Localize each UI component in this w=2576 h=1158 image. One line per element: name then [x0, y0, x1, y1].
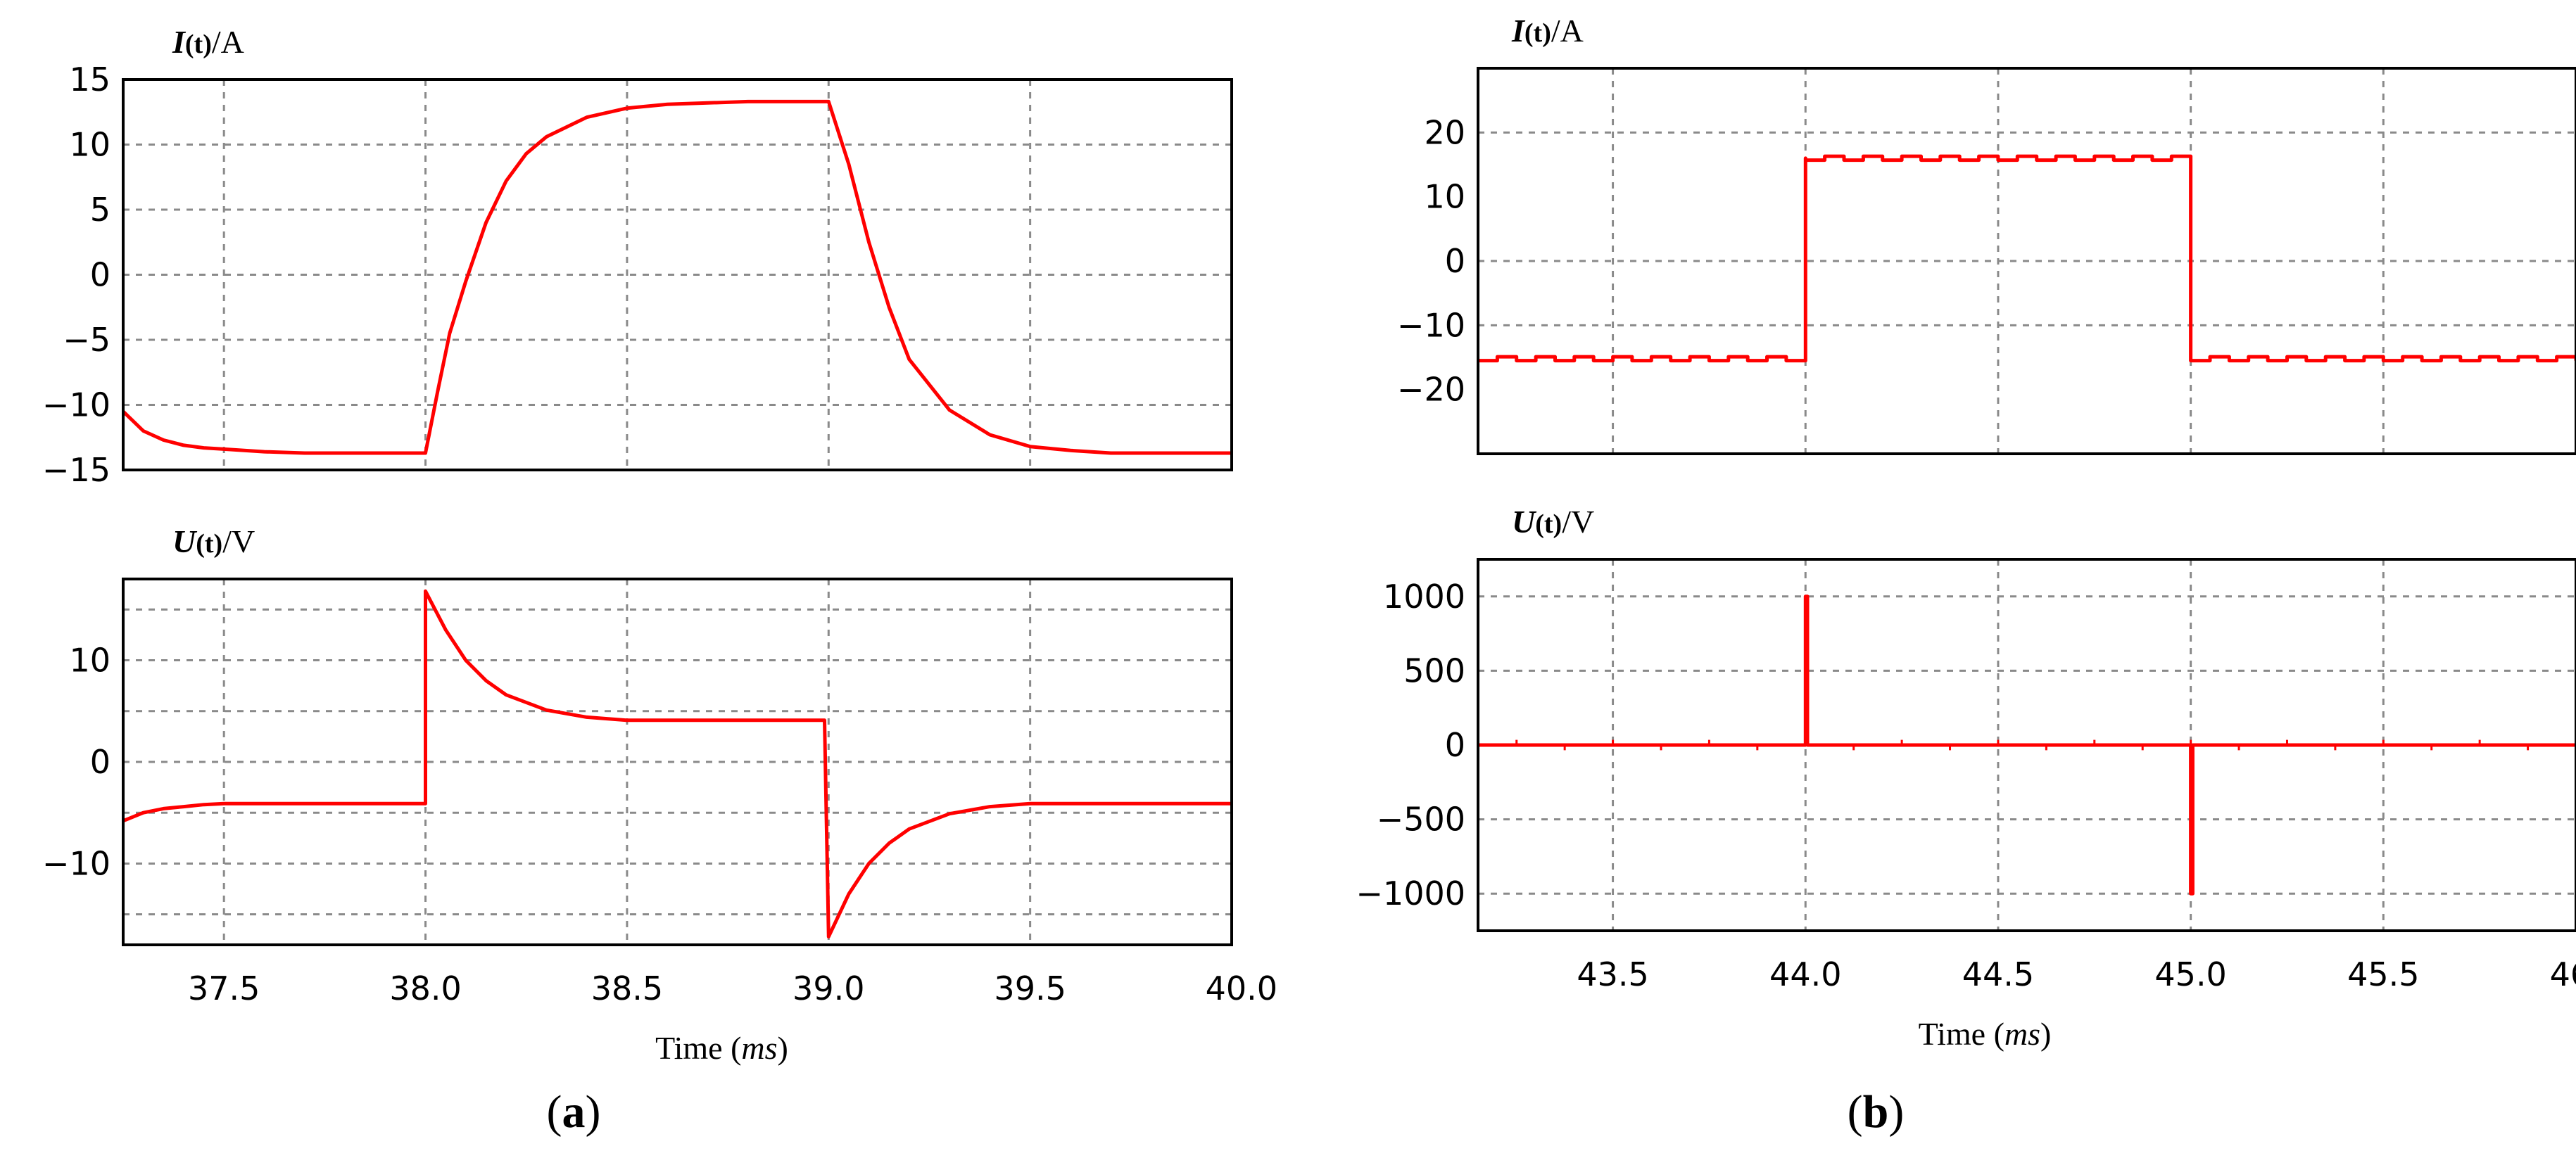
x-tick-label: 44.5	[1962, 955, 2034, 993]
plot-frame	[122, 78, 1233, 471]
charts-layer: 15 10 5 0 −5 −10 −15 I(t)/A 10 0 −10 U(t)/V 37.5 38.0…	[42, 13, 2576, 1066]
y-tick-label: 1000	[1383, 578, 1465, 616]
x-axis-label: Time (ms)	[1919, 1016, 2052, 1052]
series-line-b-voltage	[1478, 594, 2576, 896]
y-tick-label: −20	[1397, 371, 1465, 409]
x-tick-label: 43.5	[1577, 955, 1648, 993]
chart-a-voltage: 10 0 −10 U(t)/V 37.5 38.0 38.5 39.0 39.5 40.0 Time…	[42, 523, 1277, 1066]
chart-b-voltage: 1000 500 0 −500 −1000 U(t)/V 43.5 44.0 44.5 45.0 4…	[1356, 504, 2576, 1052]
plot-frame	[1477, 67, 2576, 455]
y-tick-label: 0	[1445, 242, 1465, 280]
x-tick-label: 38.5	[591, 969, 663, 1007]
y-tick-label: 0	[90, 256, 111, 294]
plot-frame	[1477, 558, 2576, 932]
x-axis-label: Time (ms)	[655, 1030, 788, 1066]
series-line-a-voltage	[122, 589, 1232, 939]
y-axis-label: I(t)/A	[172, 24, 244, 60]
y-axis-label: U(t)/V	[172, 523, 255, 559]
series-line-b-current	[1478, 154, 2576, 363]
x-tick-label: 44.0	[1769, 955, 1841, 993]
y-tick-label: 10	[1424, 178, 1465, 216]
x-tick-label: 38.0	[389, 969, 461, 1007]
y-tick-label: 0	[1445, 726, 1465, 764]
y-tick-label: −1000	[1356, 874, 1465, 912]
y-tick-label: −500	[1377, 801, 1465, 839]
x-tick-label: 40.0	[1206, 969, 1277, 1007]
y-tick-label: 500	[1403, 651, 1465, 689]
y-tick-label: −10	[1397, 306, 1465, 344]
chart-b-current: 20 10 0 −10 −20 I(t)/A	[1397, 13, 2576, 455]
x-tick-label: 46.0	[2550, 955, 2576, 993]
y-tick-label: −10	[42, 844, 111, 882]
x-tick-label: 39.5	[994, 969, 1066, 1007]
series-line-a-current	[122, 99, 1232, 455]
y-tick-label: 15	[69, 61, 111, 98]
y-tick-label: 20	[1424, 113, 1465, 151]
y-tick-label: 0	[90, 743, 111, 781]
y-tick-label: −15	[42, 451, 111, 489]
y-tick-label: 10	[69, 126, 111, 164]
panel-label-a: (a)	[547, 1086, 601, 1138]
x-tick-label: 45.0	[2154, 955, 2226, 993]
y-tick-label: −10	[42, 386, 111, 424]
y-tick-label: −5	[63, 321, 111, 359]
x-tick-label: 37.5	[188, 969, 260, 1007]
y-tick-label: 5	[90, 191, 111, 229]
panel-label-b: (b)	[1848, 1086, 1905, 1138]
chart-a-current: 15 10 5 0 −5 −10 −15 I(t)/A	[42, 24, 1233, 489]
y-axis-label: I(t)/A	[1511, 13, 1584, 49]
y-tick-label: 10	[69, 642, 111, 680]
plot-frame	[122, 578, 1233, 946]
y-axis-label: U(t)/V	[1512, 504, 1594, 540]
x-tick-label: 39.0	[793, 969, 864, 1007]
x-tick-label: 45.5	[2347, 955, 2419, 993]
